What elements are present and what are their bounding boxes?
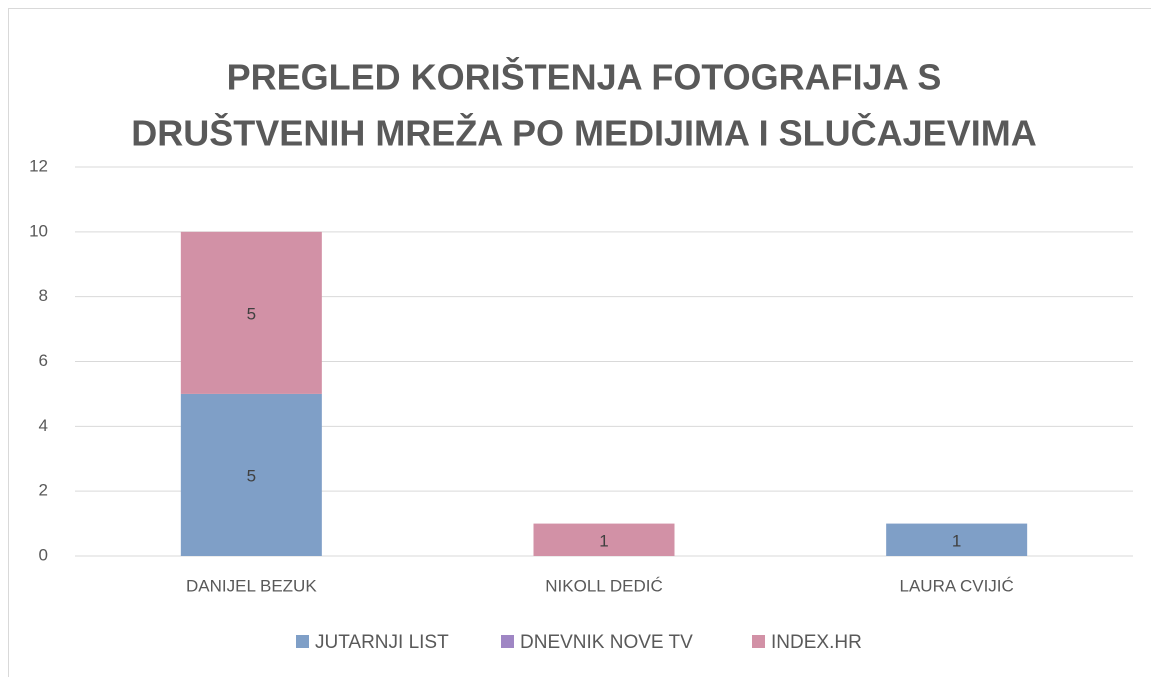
data-label: 5 xyxy=(247,466,256,485)
bar-segment xyxy=(533,523,675,556)
chart-title: PREGLED KORIŠTENJA FOTOGRAFIJA S xyxy=(227,56,942,98)
bar-segment xyxy=(180,393,322,556)
legend-label: JUTARNJI LIST xyxy=(315,632,449,653)
legend-swatch xyxy=(296,635,309,648)
x-tick-label: LAURA CVIJIĆ xyxy=(900,576,1014,595)
y-tick-label: 12 xyxy=(29,156,48,175)
legend-swatch xyxy=(752,635,765,648)
data-label: 1 xyxy=(599,531,608,550)
x-tick-label: NIKOLL DEDIĆ xyxy=(545,576,662,595)
bar-segment xyxy=(180,231,322,394)
y-tick-label: 0 xyxy=(39,545,48,564)
y-tick-label: 8 xyxy=(39,286,48,305)
legend-label: INDEX.HR xyxy=(771,632,862,653)
data-label: 1 xyxy=(952,531,961,550)
y-tick-label: 10 xyxy=(29,221,48,240)
y-tick-label: 4 xyxy=(39,416,48,435)
legend-label: DNEVNIK NOVE TV xyxy=(520,632,693,653)
x-tick-label: DANIJEL BEZUK xyxy=(186,576,317,595)
chart-title: DRUŠTVENIH MREŽA PO MEDIJIMA I SLUČAJEVI… xyxy=(131,112,1036,154)
y-tick-label: 2 xyxy=(39,481,48,500)
data-label: 5 xyxy=(247,304,256,323)
bar-segment xyxy=(886,523,1028,556)
y-tick-label: 6 xyxy=(39,351,48,370)
legend-swatch xyxy=(501,635,514,648)
